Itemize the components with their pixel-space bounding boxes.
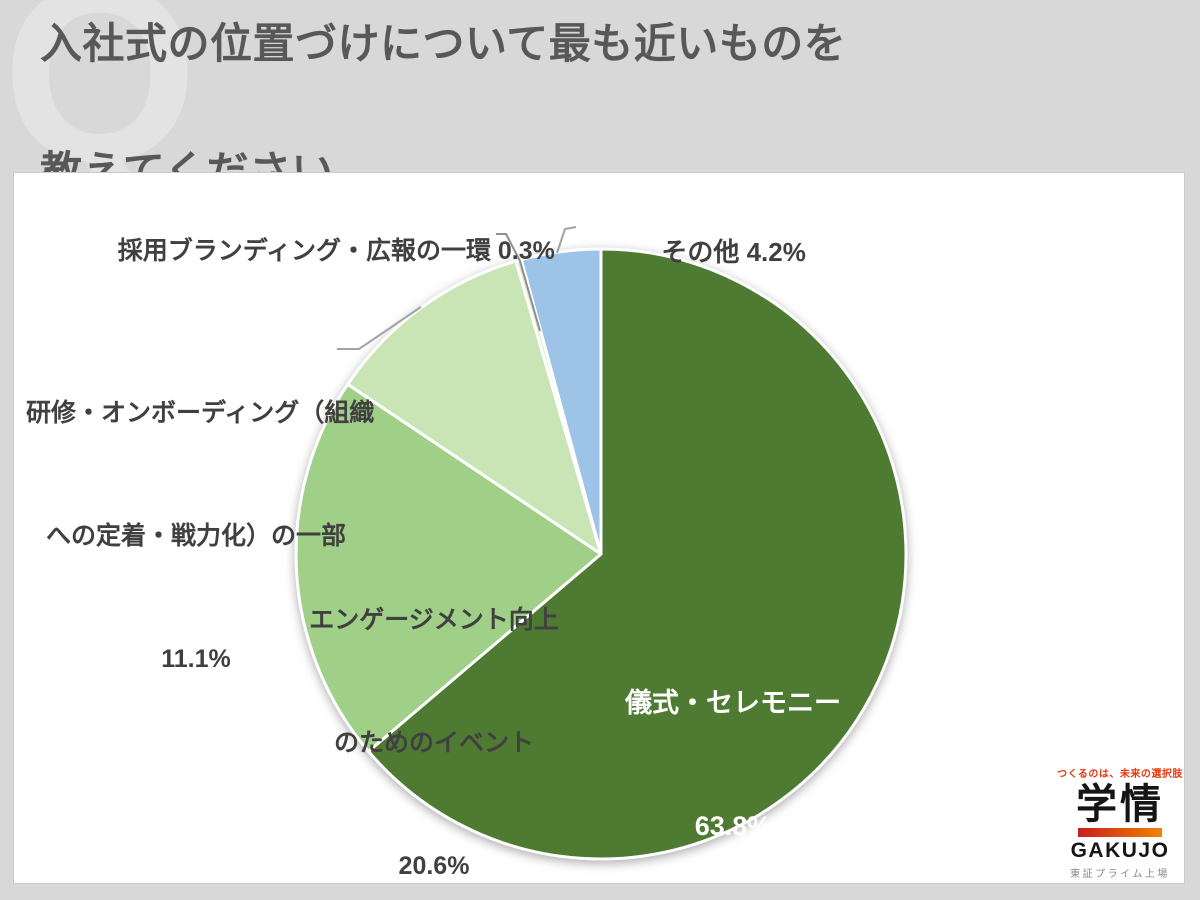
callout-engagement-value: 20.6% bbox=[398, 852, 470, 880]
callout-kenshu-value: 11.1% bbox=[161, 645, 231, 673]
pie-slice-0 bbox=[367, 247, 908, 861]
pie-slice-1 bbox=[294, 382, 603, 753]
callout-gishiki-label: 儀式・セレモニー bbox=[625, 688, 841, 718]
logo-gradient-bar bbox=[1078, 828, 1162, 837]
callout-gishiki: 儀式・セレモニー 63.8% bbox=[583, 601, 883, 900]
page-title-line1: 入社式の位置づけについて最も近いものを bbox=[40, 20, 847, 67]
callout-saiyo-value: 0.3% bbox=[497, 237, 555, 265]
chart-panel: 儀式・セレモニー 63.8% エンゲージメント向上 のためのイベント 20.6%… bbox=[13, 172, 1185, 884]
callout-engagement-label1: エンゲージメント向上 bbox=[309, 606, 559, 634]
leader-line-sonota bbox=[556, 226, 577, 254]
logo-tagline: つくるのは、未来の選択肢 bbox=[1057, 769, 1183, 780]
callout-gishiki-value: 63.8% bbox=[694, 811, 772, 841]
callout-kenshu: 研修・オンボーディング（組織 への定着・戦力化）の一部 11.1% bbox=[26, 311, 375, 762]
pie-slices-group bbox=[294, 247, 908, 861]
callout-sonota-label: その他 bbox=[661, 237, 740, 267]
callout-kenshu-label1: 研修・オンボーディング（組織 bbox=[26, 399, 375, 427]
q-watermark: Q bbox=[2, 0, 199, 172]
callout-kenshu-label2: への定着・戦力化）の一部 bbox=[45, 522, 346, 550]
callout-saiyo: 採用ブランディング・広報の一環 0.3% bbox=[76, 206, 555, 296]
pie-slice-4 bbox=[519, 247, 603, 556]
pie-chart bbox=[294, 226, 908, 861]
page-title-line2: 教えてください bbox=[40, 148, 335, 172]
callout-saiyo-label: 採用ブランディング・広報の一環 bbox=[117, 237, 491, 265]
leader-line-kenshu bbox=[337, 306, 422, 350]
header: Q 入社式の位置づけについて最も近いものを 教えてください bbox=[0, 0, 1200, 172]
gakujo-logo: つくるのは、未来の選択肢 学情 GAKUJO 東証プライム上場 bbox=[1054, 765, 1186, 880]
logo-roman: GAKUJO bbox=[1070, 839, 1170, 862]
logo-subtext: 東証プライム上場 bbox=[1070, 869, 1170, 880]
leader-line-saiyo bbox=[496, 233, 541, 332]
callout-sonota: その他 4.2% bbox=[618, 207, 878, 297]
leader-lines-group bbox=[337, 226, 577, 350]
callout-sonota-value: 4.2% bbox=[746, 237, 806, 267]
callout-engagement: エンゲージメント向上 のためのイベント 20.6% bbox=[284, 518, 584, 900]
logo-kanji: 学情 bbox=[1076, 781, 1164, 827]
callout-engagement-label2: のためのイベント bbox=[333, 729, 534, 757]
page-title: 入社式の位置づけについて最も近いものを 教えてください bbox=[40, 12, 846, 172]
